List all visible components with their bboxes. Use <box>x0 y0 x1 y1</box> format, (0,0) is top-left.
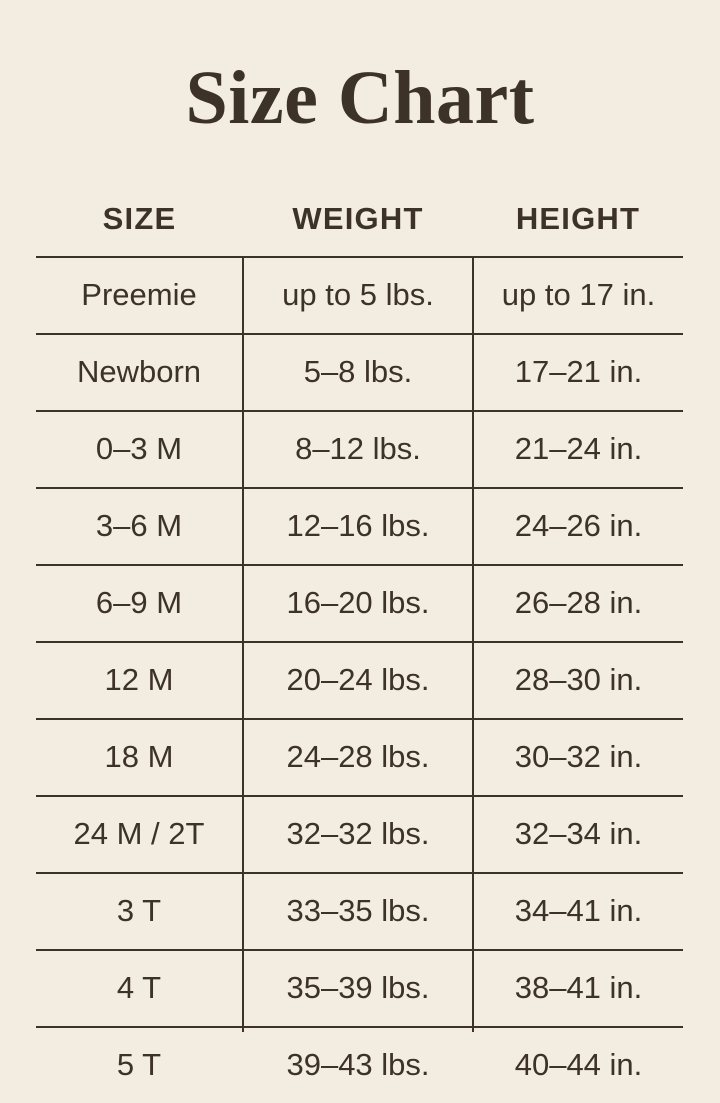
table-cell-weight: 35–39 lbs. <box>286 970 430 1005</box>
table-cell-height: 26–28 in. <box>514 585 643 620</box>
table-cell-height: 34–41 in. <box>514 893 643 928</box>
table-cell-size: 5 T <box>116 1047 162 1082</box>
table-row: Newborn 5–8 lbs. 17–21 in. <box>36 333 683 410</box>
table-cell-size: 4 T <box>116 970 162 1005</box>
table-cell-weight: 20–24 lbs. <box>286 662 430 697</box>
table-cell-size: 6–9 M <box>95 585 183 620</box>
row-divider <box>36 795 683 797</box>
column-divider-2 <box>472 258 474 1032</box>
table-cell-weight: 24–28 lbs. <box>286 739 430 774</box>
column-divider-1 <box>242 258 244 1032</box>
column-header-height: HEIGHT <box>515 201 641 236</box>
table-cell-weight: 16–20 lbs. <box>286 585 430 620</box>
table-cell-weight: 32–32 lbs. <box>286 816 430 851</box>
table-row: 5 T 39–43 lbs. 40–44 in. <box>36 1026 683 1103</box>
row-divider <box>36 872 683 874</box>
table-cell-weight: 39–43 lbs. <box>286 1047 430 1082</box>
table-row: 4 T 35–39 lbs. 38–41 in. <box>36 949 683 1026</box>
column-header-weight: WEIGHT <box>292 201 424 236</box>
table-cell-height: 38–41 in. <box>514 970 643 1005</box>
row-divider <box>36 949 683 951</box>
size-chart-table: Preemie up to 5 lbs. up to 17 in. Newborn 5–… <box>36 256 683 1082</box>
table-cell-height: 21–24 in. <box>514 431 643 466</box>
row-divider <box>36 333 683 335</box>
row-divider <box>36 564 683 566</box>
table-cell-height: 40–44 in. <box>514 1047 643 1082</box>
table-row: Preemie up to 5 lbs. up to 17 in. <box>36 256 683 333</box>
table-row: 24 M / 2T 32–32 lbs. 32–34 in. <box>36 795 683 872</box>
table-row: 0–3 M 8–12 lbs. 21–24 in. <box>36 410 683 487</box>
table-cell-height: up to 17 in. <box>501 277 656 312</box>
row-divider <box>36 256 683 258</box>
table-header-row: SIZE WEIGHT HEIGHT <box>36 196 683 242</box>
row-divider <box>36 641 683 643</box>
table-cell-size: 3 T <box>116 893 162 928</box>
size-chart-page: Size Chart SIZE WEIGHT HEIGHT Preemie up … <box>36 56 683 1082</box>
table-cell-weight: 12–16 lbs. <box>286 508 430 543</box>
table-cell-weight: 5–8 lbs. <box>303 354 413 389</box>
table-cell-size: Preemie <box>81 277 197 312</box>
table-cell-height: 28–30 in. <box>514 662 643 697</box>
table-cell-size: Newborn <box>76 354 202 389</box>
page-title: Size Chart <box>185 56 535 140</box>
table-row: 3–6 M 12–16 lbs. 24–26 in. <box>36 487 683 564</box>
table-cell-height: 24–26 in. <box>514 508 643 543</box>
table-cell-size: 24 M / 2T <box>73 816 205 851</box>
row-divider <box>36 410 683 412</box>
table-cell-size: 3–6 M <box>95 508 183 543</box>
table-cell-weight: 8–12 lbs. <box>295 431 421 466</box>
table-cell-size: 18 M <box>104 739 174 774</box>
table-cell-weight: 33–35 lbs. <box>286 893 430 928</box>
table-cell-height: 17–21 in. <box>514 354 643 389</box>
row-divider <box>36 1026 683 1028</box>
table-row: 18 M 24–28 lbs. 30–32 in. <box>36 718 683 795</box>
row-divider <box>36 718 683 720</box>
table-cell-size: 12 M <box>104 662 174 697</box>
table-cell-height: 32–34 in. <box>514 816 643 851</box>
table-cell-weight: up to 5 lbs. <box>282 277 434 312</box>
table-cell-size: 0–3 M <box>95 431 183 466</box>
column-header-size: SIZE <box>102 201 177 236</box>
row-divider <box>36 487 683 489</box>
table-row: 12 M 20–24 lbs. 28–30 in. <box>36 641 683 718</box>
table-row: 3 T 33–35 lbs. 34–41 in. <box>36 872 683 949</box>
table-cell-height: 30–32 in. <box>514 739 643 774</box>
table-row: 6–9 M 16–20 lbs. 26–28 in. <box>36 564 683 641</box>
